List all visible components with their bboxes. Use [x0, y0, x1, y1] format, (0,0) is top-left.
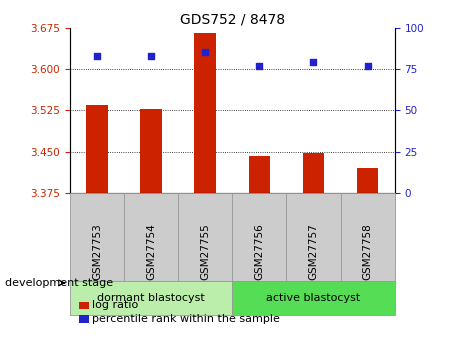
Bar: [232, 193, 286, 281]
Point: [310, 60, 317, 65]
Bar: [341, 193, 395, 281]
Point: [364, 63, 371, 68]
Text: GSM27756: GSM27756: [254, 223, 264, 280]
Bar: [232, 281, 395, 315]
Point: [93, 53, 101, 59]
Point: [256, 63, 263, 68]
Bar: [178, 193, 232, 281]
Bar: [70, 281, 232, 315]
Text: log ratio: log ratio: [92, 300, 139, 310]
Text: GSM27754: GSM27754: [146, 223, 156, 280]
Bar: [124, 193, 178, 281]
Text: percentile rank within the sample: percentile rank within the sample: [92, 314, 281, 324]
Bar: [303, 154, 324, 193]
Title: GDS752 / 8478: GDS752 / 8478: [179, 12, 285, 27]
Text: dormant blastocyst: dormant blastocyst: [97, 293, 205, 303]
Bar: [194, 33, 216, 193]
Text: development stage: development stage: [5, 278, 113, 288]
Point: [147, 53, 155, 59]
Text: GSM27753: GSM27753: [92, 223, 102, 280]
Text: GSM27755: GSM27755: [200, 223, 210, 280]
Bar: [249, 156, 270, 193]
Text: GSM27758: GSM27758: [363, 223, 373, 280]
Bar: [86, 105, 108, 193]
Text: GSM27757: GSM27757: [308, 223, 318, 280]
Bar: [140, 109, 162, 193]
Bar: [70, 193, 124, 281]
Bar: [357, 168, 378, 193]
Point: [202, 50, 209, 55]
Bar: [286, 193, 341, 281]
Text: active blastocyst: active blastocyst: [267, 293, 360, 303]
